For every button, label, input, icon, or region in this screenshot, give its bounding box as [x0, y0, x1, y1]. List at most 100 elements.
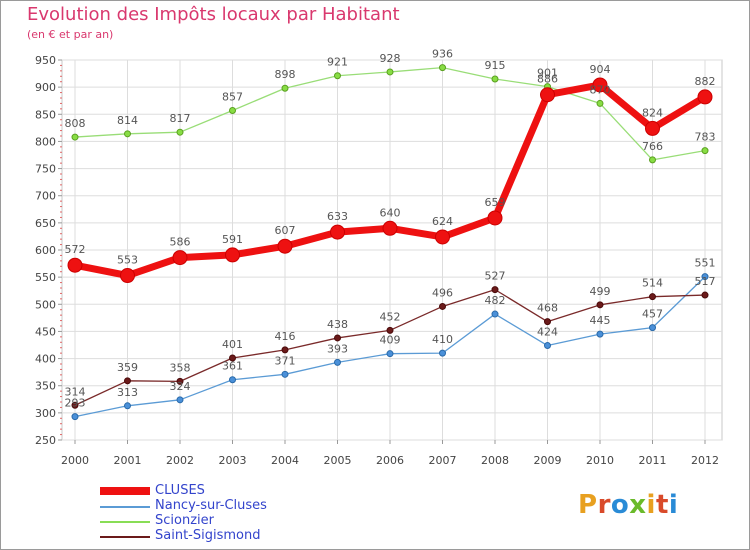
data-point-saint-sigismond: [281, 346, 289, 354]
legend-label-cluses: CLUSES: [155, 483, 205, 498]
legend-label-nancy-sur-cluses: Nancy-sur-Cluses: [155, 498, 267, 513]
data-point-cluses: [120, 268, 135, 284]
logo-letter: P: [578, 490, 598, 520]
data-point-saint-sigismond: [229, 354, 236, 362]
y-tick-label: 600: [35, 244, 56, 257]
data-label-saint-sigismond: 468: [537, 302, 558, 315]
data-label-saint-sigismond: 496: [432, 286, 453, 299]
data-point-cluses: [67, 257, 83, 273]
data-point-cluses: [225, 247, 240, 263]
data-point-scionzier: [386, 68, 394, 76]
legend-swatch-scionzier: [100, 521, 150, 523]
logo-letter: i: [668, 490, 679, 520]
data-point-saint-sigismond: [386, 326, 394, 334]
data-point-scionzier: [124, 130, 131, 138]
y-tick-label: 900: [35, 81, 56, 94]
legend-swatch-cluses: [100, 487, 150, 495]
chart-subtitle: (en € et par an): [27, 28, 114, 41]
data-label-cluses: 607: [275, 224, 296, 237]
series-group: [67, 64, 713, 421]
y-tick-label: 700: [35, 190, 56, 203]
data-point-scionzier: [649, 156, 656, 164]
data-label-nancy-sur-cluses: 324: [170, 380, 191, 393]
data-label-saint-sigismond: 314: [65, 385, 86, 398]
data-point-saint-sigismond: [71, 401, 79, 409]
data-label-scionzier: 766: [642, 140, 663, 153]
data-label-saint-sigismond: 499: [590, 285, 611, 298]
data-label-scionzier: 817: [170, 112, 191, 125]
data-label-scionzier: 936: [432, 48, 453, 61]
data-label-scionzier: 814: [117, 114, 138, 127]
data-point-cluses: [382, 220, 398, 236]
x-tick-label: 2010: [586, 454, 614, 467]
data-label-saint-sigismond: 358: [170, 361, 191, 374]
data-point-cluses: [592, 77, 608, 93]
x-tick-label: 2007: [429, 454, 457, 467]
data-point-cluses: [277, 238, 293, 254]
data-label-cluses: 824: [642, 106, 663, 119]
data-label-nancy-sur-cluses: 482: [485, 294, 506, 307]
data-point-scionzier: [491, 75, 499, 83]
data-point-scionzier: [281, 84, 289, 92]
data-point-saint-sigismond: [176, 377, 184, 385]
data-label-saint-sigismond: 452: [380, 310, 401, 323]
y-tick-label: 800: [35, 135, 56, 148]
data-labels: 808 814 817 857 898 921 928 936 915 901 870 766 783 2…: [65, 48, 716, 410]
data-point-nancy-sur-cluses: [596, 330, 604, 338]
data-label-nancy-sur-cluses: 361: [222, 360, 243, 373]
data-label-saint-sigismond: 359: [117, 361, 138, 374]
data-label-cluses: 624: [432, 215, 453, 228]
x-tick-label: 2004: [271, 454, 299, 467]
data-label-cluses: 591: [222, 233, 243, 246]
logo-letter: t: [655, 490, 669, 520]
data-point-nancy-sur-cluses: [439, 349, 446, 357]
data-label-saint-sigismond: 416: [275, 330, 296, 343]
data-point-cluses: [172, 250, 188, 266]
x-tick-label: 2001: [114, 454, 142, 467]
data-label-scionzier: 898: [275, 68, 296, 81]
data-point-scionzier: [701, 147, 709, 155]
data-point-nancy-sur-cluses: [649, 324, 656, 332]
y-tick-label: 650: [35, 217, 56, 230]
chart-title: Evolution des Impôts locaux par Habitant: [27, 4, 400, 25]
x-tick-label: 2005: [324, 454, 352, 467]
x-tick-label: 2002: [166, 454, 194, 467]
data-point-nancy-sur-cluses: [281, 370, 289, 378]
y-tick-label: 750: [35, 163, 56, 176]
y-tick-label: 400: [35, 353, 56, 366]
legend-swatch-saint-sigismond: [100, 536, 150, 538]
proxiti-logo: Proxiti: [578, 490, 678, 520]
x-tick-label: 2011: [639, 454, 667, 467]
data-point-cluses: [697, 89, 713, 105]
data-point-nancy-sur-cluses: [386, 350, 394, 358]
legend-swatch-nancy-sur-cluses: [100, 506, 150, 508]
data-point-nancy-sur-cluses: [491, 310, 499, 318]
data-point-nancy-sur-cluses: [229, 376, 236, 384]
data-point-saint-sigismond: [701, 291, 709, 299]
data-point-scionzier: [176, 128, 184, 136]
legend-label-scionzier: Scionzier: [155, 513, 214, 528]
data-point-nancy-sur-cluses: [124, 402, 131, 410]
data-point-saint-sigismond: [334, 334, 341, 342]
data-point-saint-sigismond: [491, 286, 499, 294]
x-tick-label: 2008: [481, 454, 509, 467]
data-label-cluses: 886: [537, 73, 558, 86]
x-tick-label: 2012: [691, 454, 719, 467]
data-point-cluses: [330, 224, 345, 240]
y-tick-label: 850: [35, 108, 56, 121]
data-label-nancy-sur-cluses: 313: [117, 386, 138, 399]
data-point-scionzier: [334, 72, 341, 80]
data-label-scionzier: 928: [380, 52, 401, 65]
data-label-scionzier: 915: [485, 59, 506, 72]
data-point-scionzier: [439, 64, 446, 72]
data-point-nancy-sur-cluses: [71, 413, 79, 421]
data-label-saint-sigismond: 514: [642, 277, 663, 290]
data-label-nancy-sur-cluses: 445: [590, 314, 611, 327]
data-label-cluses: 882: [695, 75, 716, 88]
data-point-scionzier: [596, 99, 604, 107]
data-label-scionzier: 808: [65, 117, 86, 130]
data-point-nancy-sur-cluses: [176, 396, 184, 404]
y-tick-label: 450: [35, 325, 56, 338]
legend-label-saint-sigismond: Saint-Sigismond: [155, 528, 261, 543]
